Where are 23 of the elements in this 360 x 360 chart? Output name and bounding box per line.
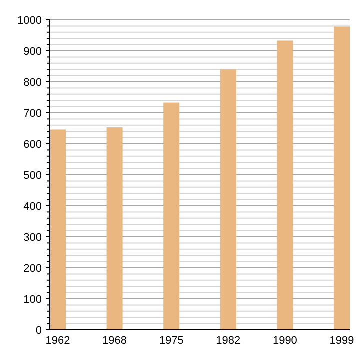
- y-tick-label: 0: [36, 324, 42, 337]
- y-tick-label: 500: [24, 170, 42, 182]
- y-tick-label: 800: [24, 76, 42, 89]
- x-tick-label: 1962: [46, 335, 70, 347]
- x-tick-label: 1968: [102, 335, 128, 347]
- y-tick-label: 200: [24, 262, 42, 275]
- bar: [277, 40, 294, 330]
- x-tick-label: 1990: [272, 335, 298, 347]
- bar: [220, 70, 236, 330]
- y-tick-label: 900: [24, 46, 42, 58]
- x-tick-label: 1975: [159, 335, 184, 347]
- y-tick-label: 100: [24, 294, 42, 306]
- x-tick-label: 1999: [330, 335, 354, 347]
- y-tick-label: 1000: [18, 14, 42, 27]
- y-tick-label: 400: [24, 200, 42, 213]
- y-tick-label: 300: [24, 232, 42, 244]
- x-tick-label: 1982: [216, 335, 241, 347]
- bar: [164, 102, 180, 330]
- bar: [106, 128, 123, 330]
- bar: [334, 26, 350, 330]
- y-tick-label: 600: [24, 138, 42, 151]
- bar: [50, 130, 66, 330]
- y-tick-label: 700: [24, 108, 42, 120]
